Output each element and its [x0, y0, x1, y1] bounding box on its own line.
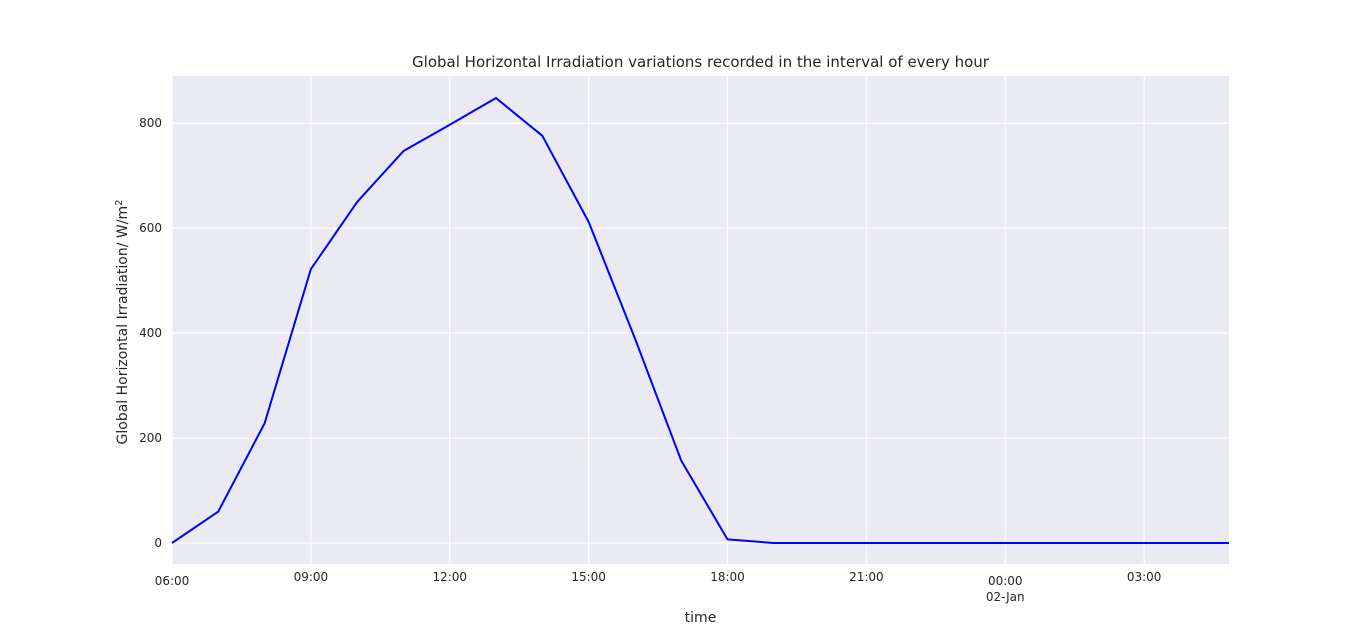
x-tick-label: 06:00: [155, 574, 190, 588]
y-tick-label: 200: [139, 431, 162, 445]
series-line: [171, 97, 1229, 545]
series-layer: [171, 97, 1229, 545]
x-tick-label: 15:00: [571, 570, 606, 584]
y-tick-label: 600: [139, 221, 162, 235]
x-gridlines: [171, 76, 1145, 564]
y-tick-label: 0: [154, 536, 162, 550]
y-axis-label-text: Global Horizontal Irradiation/ W/m: [115, 206, 131, 445]
plot-area-background: [172, 76, 1229, 564]
x-tick-sublabel: 02-Jan: [986, 590, 1025, 604]
x-tick-label: 21:00: [849, 570, 884, 584]
x-tick-label: 09:00: [294, 570, 329, 584]
x-tick-label: 03:00: [1127, 570, 1162, 584]
x-tick-labels: 06:00 09:00 12:00 15:00 18:00 21:00 00:00 02-Ja…: [155, 570, 1162, 604]
x-tick-label: 12:00: [432, 570, 467, 584]
x-tick-label: 18:00: [710, 570, 745, 584]
y-tick-labels: 0 200 400 600 800: [139, 116, 162, 550]
y-tick-label: 400: [139, 326, 162, 340]
chart-title: Global Horizontal Irradiation variations…: [412, 53, 990, 71]
x-tick-label: 00:00: [988, 574, 1023, 588]
y-axis-label-superscript: 2: [114, 200, 125, 206]
y-axis-label: Global Horizontal Irradiation/ W/m2: [114, 200, 132, 445]
y-tick-label: 800: [139, 116, 162, 130]
x-axis-label: time: [685, 610, 717, 626]
